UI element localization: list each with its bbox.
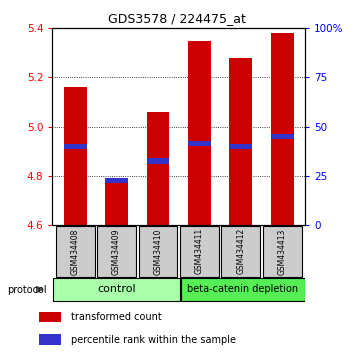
- Text: GDS3578 / 224475_at: GDS3578 / 224475_at: [108, 12, 246, 25]
- Bar: [39, 335, 61, 345]
- Text: beta-catenin depletion: beta-catenin depletion: [187, 284, 299, 295]
- Text: GSM434410: GSM434410: [153, 228, 162, 275]
- Text: GSM434409: GSM434409: [112, 228, 121, 275]
- Text: percentile rank within the sample: percentile rank within the sample: [71, 335, 236, 345]
- Bar: [147, 112, 169, 225]
- Bar: [39, 312, 61, 322]
- Bar: [53, 279, 180, 301]
- Bar: [56, 226, 95, 277]
- Bar: [230, 58, 252, 225]
- Text: GSM434411: GSM434411: [195, 228, 204, 274]
- Bar: [230, 143, 252, 149]
- Bar: [188, 141, 211, 147]
- Bar: [271, 33, 293, 225]
- Bar: [147, 158, 169, 164]
- Bar: [188, 41, 211, 225]
- Bar: [271, 134, 293, 139]
- Bar: [263, 226, 302, 277]
- Text: GSM434412: GSM434412: [236, 228, 245, 274]
- Bar: [139, 226, 178, 277]
- Bar: [64, 87, 87, 225]
- Text: GSM434413: GSM434413: [278, 228, 287, 275]
- Bar: [97, 226, 136, 277]
- Bar: [180, 226, 219, 277]
- Bar: [105, 181, 128, 225]
- Text: transformed count: transformed count: [71, 312, 162, 322]
- Text: GSM434408: GSM434408: [71, 228, 80, 275]
- Bar: [221, 226, 260, 277]
- Text: protocol: protocol: [7, 285, 47, 295]
- Bar: [181, 279, 305, 301]
- Text: control: control: [97, 284, 136, 295]
- Bar: [105, 178, 128, 183]
- Bar: [64, 143, 87, 149]
